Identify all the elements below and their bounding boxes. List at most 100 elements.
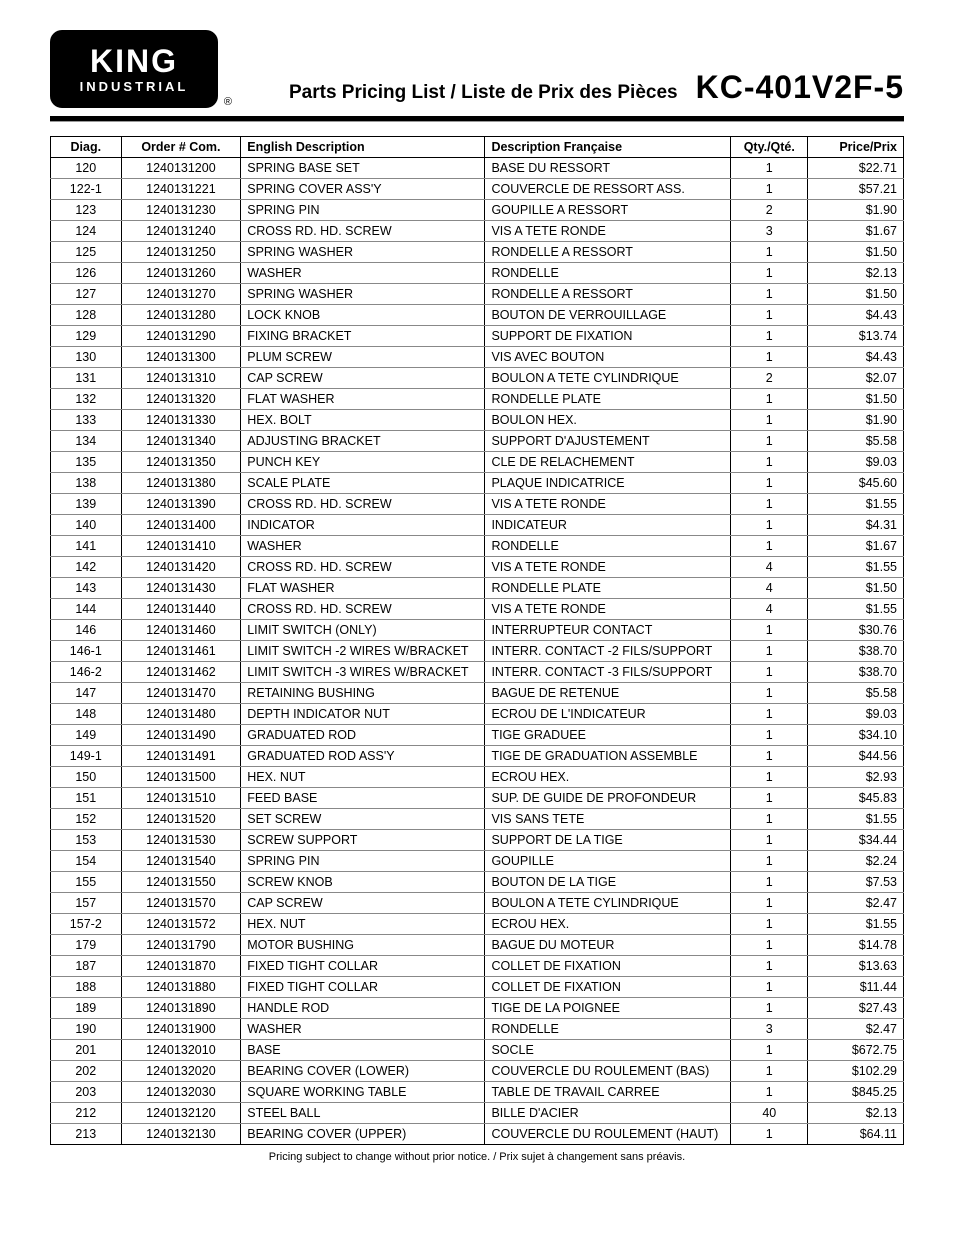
cell-price: $2.93 [808, 767, 904, 788]
cell-english: BASE [241, 1040, 485, 1061]
table-row: 1351240131350PUNCH KEYCLE DE RELACHEMENT… [51, 452, 904, 473]
cell-diag: 131 [51, 368, 122, 389]
cell-order: 1240131350 [121, 452, 241, 473]
cell-qty: 1 [731, 872, 808, 893]
cell-french: VIS A TETE RONDE [485, 494, 731, 515]
cell-french: SUP. DE GUIDE DE PROFONDEUR [485, 788, 731, 809]
col-french: Description Française [485, 137, 731, 158]
cell-price: $30.76 [808, 620, 904, 641]
table-row: 1401240131400INDICATORINDICATEUR1$4.31 [51, 515, 904, 536]
cell-qty: 1 [731, 746, 808, 767]
cell-french: BOUTON DE LA TIGE [485, 872, 731, 893]
cell-english: CROSS RD. HD. SCREW [241, 599, 485, 620]
cell-order: 1240131570 [121, 893, 241, 914]
cell-english: FIXED TIGHT COLLAR [241, 956, 485, 977]
col-qty: Qty./Qté. [731, 137, 808, 158]
cell-order: 1240131900 [121, 1019, 241, 1040]
cell-english: SPRING BASE SET [241, 158, 485, 179]
cell-price: $102.29 [808, 1061, 904, 1082]
cell-order: 1240131530 [121, 830, 241, 851]
cell-order: 1240131280 [121, 305, 241, 326]
cell-price: $22.71 [808, 158, 904, 179]
brand-logo: KING INDUSTRIAL ® [50, 30, 218, 108]
cell-order: 1240131430 [121, 578, 241, 599]
cell-order: 1240131230 [121, 200, 241, 221]
cell-price: $44.56 [808, 746, 904, 767]
table-row: 1291240131290FIXING BRACKETSUPPORT DE FI… [51, 326, 904, 347]
cell-price: $1.55 [808, 494, 904, 515]
cell-french: ECROU HEX. [485, 914, 731, 935]
table-row: 1231240131230SPRING PINGOUPILLE A RESSOR… [51, 200, 904, 221]
table-row: 1381240131380SCALE PLATEPLAQUE INDICATRI… [51, 473, 904, 494]
cell-price: $38.70 [808, 662, 904, 683]
cell-diag: 138 [51, 473, 122, 494]
cell-qty: 1 [731, 641, 808, 662]
cell-english: PLUM SCREW [241, 347, 485, 368]
cell-price: $64.11 [808, 1124, 904, 1145]
cell-french: VIS AVEC BOUTON [485, 347, 731, 368]
cell-price: $38.70 [808, 641, 904, 662]
table-row: 1431240131430FLAT WASHERRONDELLE PLATE4$… [51, 578, 904, 599]
cell-diag: 188 [51, 977, 122, 998]
cell-french: BASE DU RESSORT [485, 158, 731, 179]
cell-diag: 152 [51, 809, 122, 830]
cell-english: FEED BASE [241, 788, 485, 809]
cell-diag: 189 [51, 998, 122, 1019]
cell-french: INTERR. CONTACT -3 FILS/SUPPORT [485, 662, 731, 683]
cell-french: RONDELLE PLATE [485, 389, 731, 410]
cell-order: 1240131462 [121, 662, 241, 683]
cell-price: $1.90 [808, 410, 904, 431]
cell-diag: 155 [51, 872, 122, 893]
cell-french: TIGE GRADUEE [485, 725, 731, 746]
cell-french: SUPPORT DE FIXATION [485, 326, 731, 347]
cell-order: 1240132130 [121, 1124, 241, 1145]
cell-qty: 1 [731, 515, 808, 536]
cell-qty: 1 [731, 1124, 808, 1145]
cell-english: WASHER [241, 536, 485, 557]
cell-diag: 134 [51, 431, 122, 452]
table-row: 1471240131470RETAINING BUSHINGBAGUE DE R… [51, 683, 904, 704]
cell-order: 1240131880 [121, 977, 241, 998]
cell-price: $7.53 [808, 872, 904, 893]
cell-qty: 40 [731, 1103, 808, 1124]
page-subtitle: Parts Pricing List / Liste de Prix des P… [289, 82, 678, 104]
cell-order: 1240131340 [121, 431, 241, 452]
cell-english: SPRING COVER ASS'Y [241, 179, 485, 200]
cell-english: HEX. BOLT [241, 410, 485, 431]
cell-english: DEPTH INDICATOR NUT [241, 704, 485, 725]
cell-french: SUPPORT DE LA TIGE [485, 830, 731, 851]
cell-order: 1240132010 [121, 1040, 241, 1061]
cell-english: BEARING COVER (LOWER) [241, 1061, 485, 1082]
cell-qty: 1 [731, 662, 808, 683]
cell-order: 1240131461 [121, 641, 241, 662]
cell-french: BAGUE DU MOTEUR [485, 935, 731, 956]
col-order: Order # Com. [121, 137, 241, 158]
cell-qty: 1 [731, 158, 808, 179]
cell-diag: 201 [51, 1040, 122, 1061]
cell-order: 1240131790 [121, 935, 241, 956]
table-row: 1261240131260WASHERRONDELLE1$2.13 [51, 263, 904, 284]
cell-qty: 1 [731, 809, 808, 830]
cell-order: 1240131390 [121, 494, 241, 515]
cell-diag: 147 [51, 683, 122, 704]
cell-price: $672.75 [808, 1040, 904, 1061]
cell-order: 1240131520 [121, 809, 241, 830]
cell-qty: 1 [731, 494, 808, 515]
cell-order: 1240131550 [121, 872, 241, 893]
cell-price: $1.67 [808, 221, 904, 242]
table-row: 1551240131550SCREW KNOBBOUTON DE LA TIGE… [51, 872, 904, 893]
cell-order: 1240131400 [121, 515, 241, 536]
table-row: 1871240131870FIXED TIGHT COLLARCOLLET DE… [51, 956, 904, 977]
table-row: 2121240132120STEEL BALLBILLE D'ACIER40$2… [51, 1103, 904, 1124]
table-row: 1421240131420CROSS RD. HD. SCREWVIS A TE… [51, 557, 904, 578]
cell-diag: 133 [51, 410, 122, 431]
cell-qty: 1 [731, 389, 808, 410]
cell-qty: 1 [731, 956, 808, 977]
cell-french: INDICATEUR [485, 515, 731, 536]
cell-qty: 1 [731, 431, 808, 452]
cell-order: 1240131310 [121, 368, 241, 389]
cell-diag: 149 [51, 725, 122, 746]
cell-english: SCREW KNOB [241, 872, 485, 893]
cell-english: SPRING PIN [241, 200, 485, 221]
cell-french: COUVERCLE DE RESSORT ASS. [485, 179, 731, 200]
